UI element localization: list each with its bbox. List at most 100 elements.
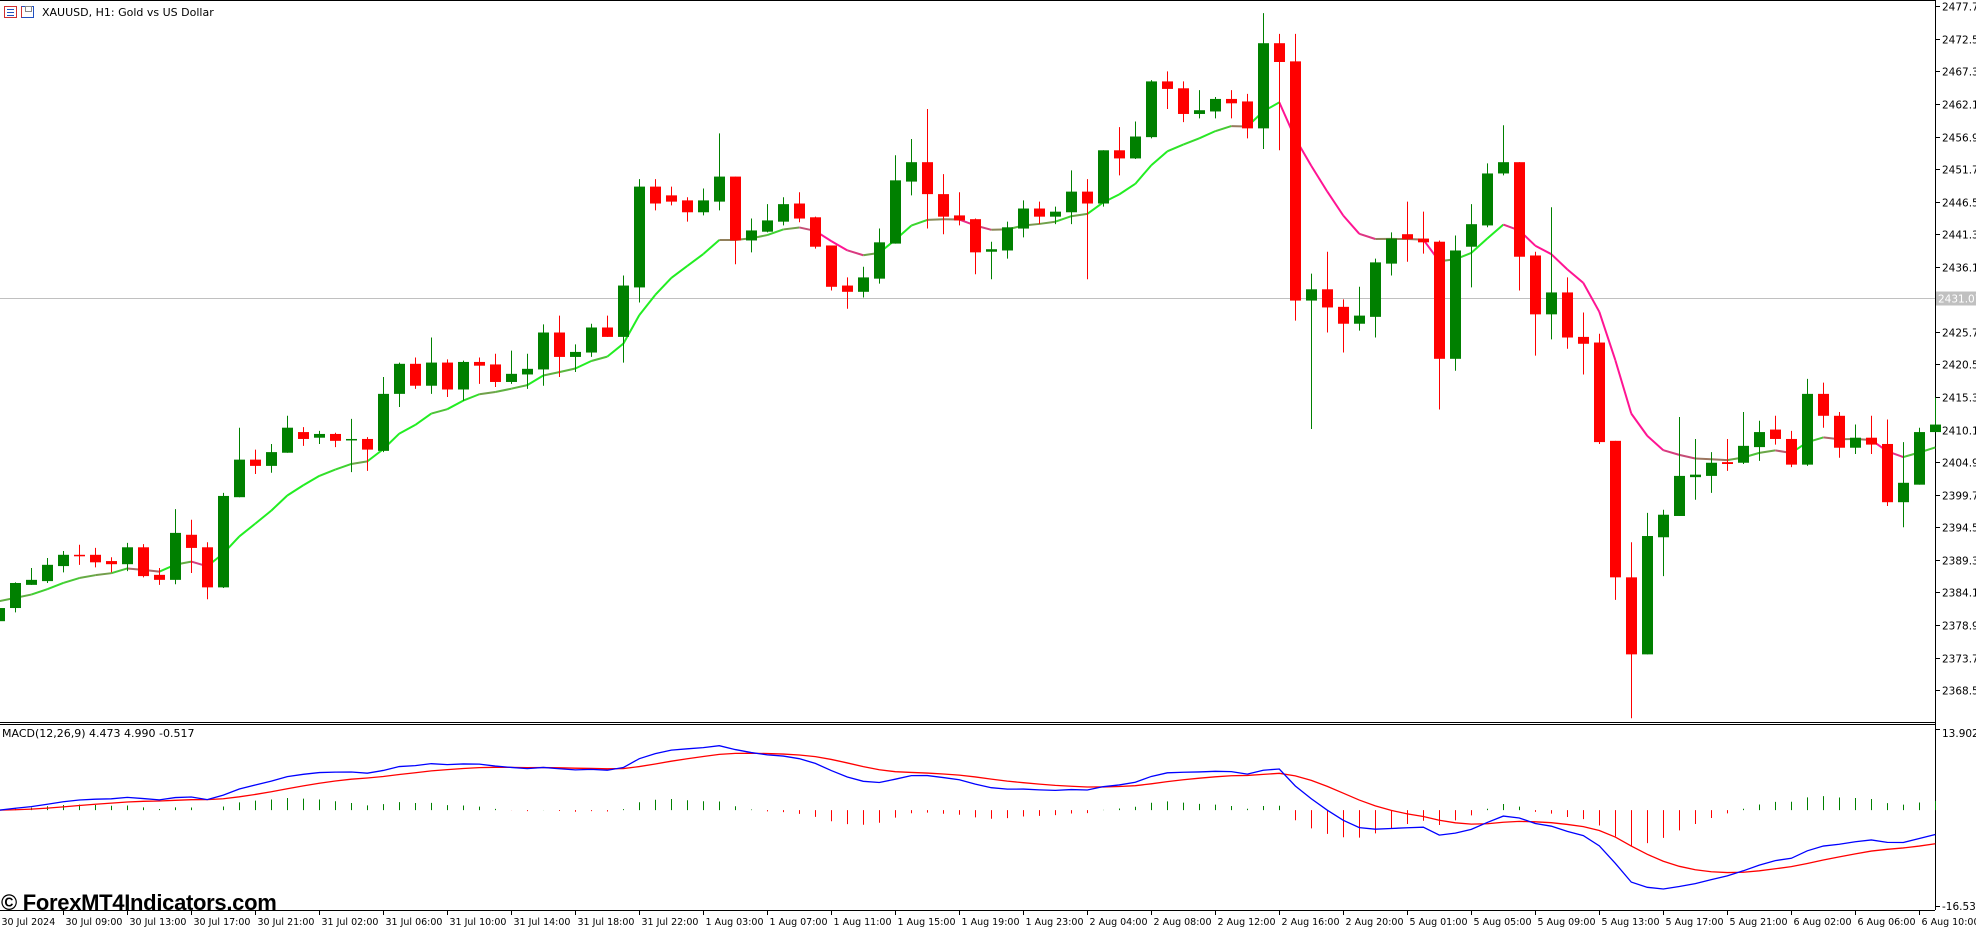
bullish-candle bbox=[1130, 121, 1141, 160]
bearish-candle bbox=[490, 353, 501, 387]
bullish-candle bbox=[570, 344, 581, 372]
candle-body bbox=[1178, 88, 1189, 114]
candle-body bbox=[602, 327, 613, 337]
moving-average-segment bbox=[495, 387, 512, 393]
candle-body bbox=[714, 176, 725, 202]
moving-average-segment bbox=[1630, 413, 1649, 437]
bullish-candle bbox=[42, 557, 53, 583]
bearish-candle bbox=[202, 542, 213, 600]
chart-title-bar: XAUUSD, H1: Gold vs US Dollar bbox=[4, 4, 214, 20]
candle-body bbox=[314, 433, 325, 438]
candle-body bbox=[58, 554, 69, 567]
candle-body bbox=[1562, 292, 1573, 338]
moving-average-segment bbox=[670, 265, 688, 279]
candle-body bbox=[0, 608, 5, 622]
candle-body bbox=[986, 249, 997, 252]
bullish-candle bbox=[1914, 427, 1925, 485]
candle-body bbox=[1194, 110, 1205, 114]
bullish-candle bbox=[506, 350, 517, 384]
bearish-candle bbox=[1114, 127, 1125, 176]
bearish-candle bbox=[554, 315, 565, 377]
bearish-candle bbox=[1178, 81, 1189, 123]
moving-average-segment bbox=[847, 249, 864, 257]
price-tick-label: 2420.50 bbox=[1942, 360, 1976, 372]
candle-body bbox=[42, 564, 53, 582]
candle-body bbox=[1450, 250, 1461, 359]
candle-body bbox=[1386, 238, 1397, 264]
candle-body bbox=[1674, 475, 1685, 516]
bearish-candle bbox=[1034, 201, 1045, 225]
candle-body bbox=[698, 200, 709, 213]
candle-body bbox=[1098, 150, 1109, 204]
moving-average-segment bbox=[1134, 164, 1153, 185]
time-tick-label: 31 Jul 06:00 bbox=[386, 917, 443, 928]
bearish-candle bbox=[1338, 299, 1349, 353]
moving-average-segment bbox=[95, 572, 112, 577]
bullish-candle bbox=[266, 443, 277, 473]
bullish-candle bbox=[1674, 417, 1685, 516]
moving-average-segment bbox=[1358, 232, 1376, 240]
moving-average-segment bbox=[511, 384, 528, 390]
time-tick-label: 31 Jul 22:00 bbox=[642, 917, 699, 928]
bearish-candle bbox=[650, 179, 661, 211]
candle-body bbox=[1546, 292, 1557, 315]
candle-body bbox=[1594, 342, 1605, 443]
moving-average-segment bbox=[654, 277, 673, 296]
macd-main-line bbox=[0, 745, 1936, 890]
time-tick-label: 1 Aug 03:00 bbox=[706, 917, 764, 928]
bearish-candle bbox=[1274, 33, 1285, 151]
candle-body bbox=[650, 186, 661, 204]
time-tick-label: 5 Aug 01:00 bbox=[1410, 917, 1468, 928]
candle-body bbox=[1738, 445, 1749, 463]
list-icon[interactable] bbox=[4, 6, 17, 18]
price-tick-label: 2384.10 bbox=[1942, 588, 1976, 600]
bullish-candle bbox=[746, 218, 757, 253]
moving-average-segment bbox=[1342, 214, 1361, 235]
candle-body bbox=[1130, 136, 1141, 159]
moving-average-segment bbox=[366, 448, 384, 463]
candle-body bbox=[666, 195, 677, 202]
candle-body bbox=[1018, 208, 1029, 229]
price-tick-label: 2373.70 bbox=[1942, 654, 1976, 666]
bullish-candle bbox=[378, 376, 389, 453]
window-icon[interactable] bbox=[21, 6, 34, 18]
bullish-candle bbox=[10, 582, 21, 613]
bearish-candle bbox=[810, 216, 821, 249]
moving-average-segment bbox=[79, 574, 96, 580]
moving-average-segment bbox=[591, 355, 608, 362]
moving-average-segment bbox=[1566, 268, 1584, 284]
candle-body bbox=[234, 459, 245, 498]
bearish-candle bbox=[1082, 179, 1093, 280]
candle-body bbox=[922, 162, 933, 195]
candle-body bbox=[1802, 393, 1813, 465]
price-tick-label: 2451.70 bbox=[1942, 165, 1976, 177]
bullish-candle bbox=[538, 324, 549, 386]
candle-body bbox=[490, 364, 501, 382]
bullish-candle bbox=[426, 337, 437, 394]
candle-body bbox=[346, 438, 357, 441]
bearish-candle bbox=[922, 108, 933, 229]
time-tick-label: 2 Aug 12:00 bbox=[1218, 917, 1276, 928]
bearish-candle bbox=[74, 544, 85, 565]
price-tick-label: 2389.30 bbox=[1942, 556, 1976, 568]
moving-average-segment bbox=[1598, 311, 1617, 361]
bearish-candle bbox=[330, 432, 341, 448]
moving-average-segment bbox=[1214, 125, 1232, 133]
candle-body bbox=[1482, 173, 1493, 226]
candle-body bbox=[1082, 191, 1093, 204]
candle-body bbox=[1146, 81, 1157, 138]
candle-body bbox=[1578, 336, 1589, 344]
bullish-candle bbox=[586, 323, 597, 357]
bearish-candle bbox=[1786, 430, 1797, 468]
moving-average-segment bbox=[334, 463, 352, 471]
bearish-candle bbox=[1594, 333, 1605, 444]
moving-average-segment bbox=[1711, 458, 1728, 462]
bullish-candle bbox=[698, 188, 709, 216]
bullish-candle bbox=[1498, 125, 1509, 176]
bullish-candle bbox=[282, 415, 293, 453]
candle-body bbox=[1210, 98, 1221, 112]
moving-average-segment bbox=[446, 399, 464, 411]
candle-body bbox=[618, 285, 629, 337]
bearish-candle bbox=[666, 186, 677, 206]
